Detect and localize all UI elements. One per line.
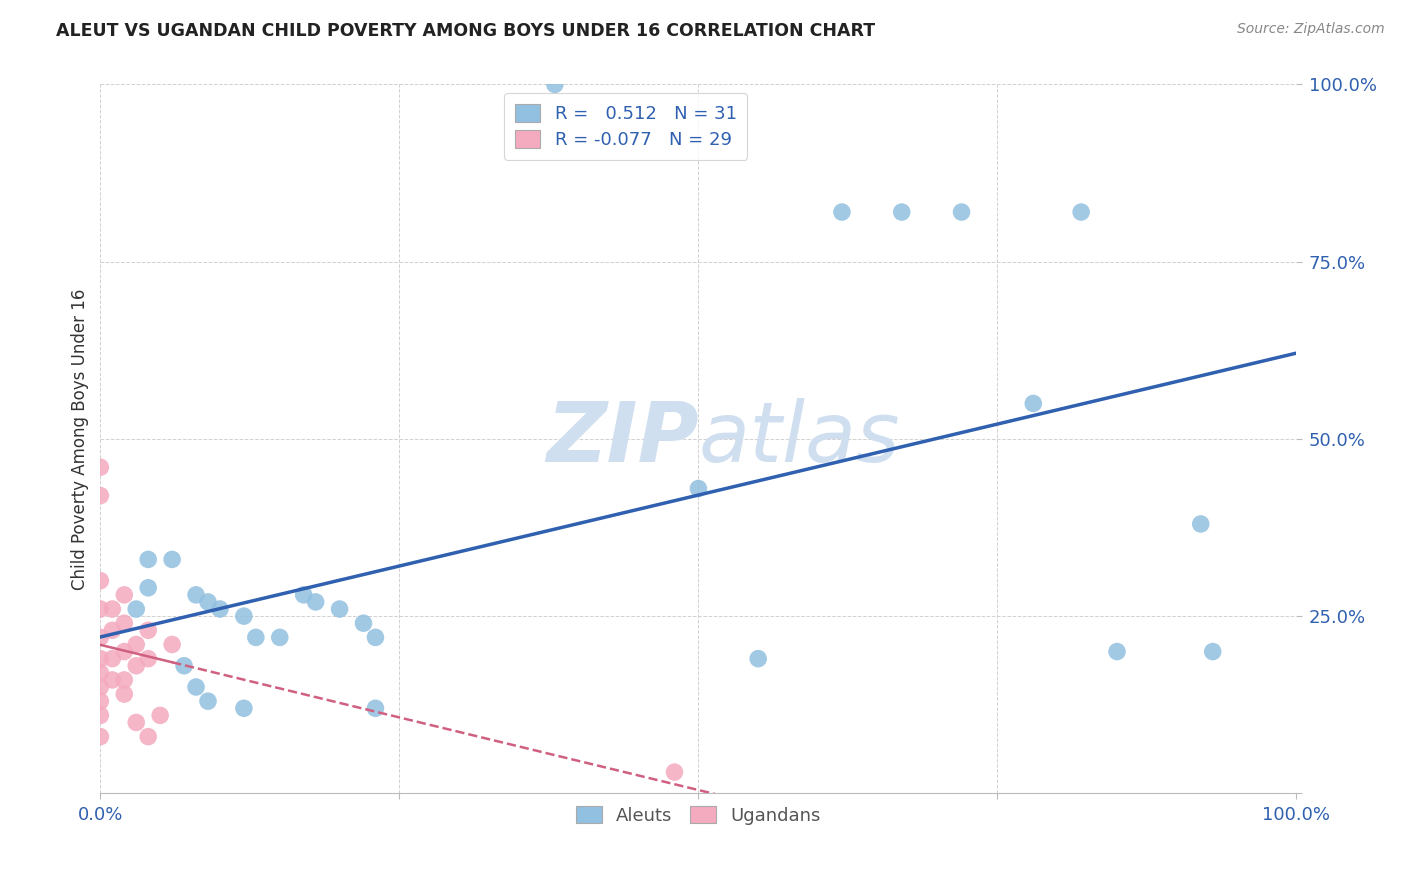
Point [101,651,124,665]
Point [101,602,124,616]
Point [89,730,111,744]
Point [1022,396,1045,410]
Text: ALEUT VS UGANDAN CHILD POVERTY AMONG BOYS UNDER 16 CORRELATION CHART: ALEUT VS UGANDAN CHILD POVERTY AMONG BOY… [56,22,876,40]
Y-axis label: Child Poverty Among Boys Under 16: Child Poverty Among Boys Under 16 [72,288,89,590]
Point [125,658,148,673]
Point [89,708,111,723]
Point [149,708,172,723]
Point [136,581,159,595]
Point [136,552,159,566]
Point [89,460,111,475]
Point [197,595,219,609]
Point [160,638,183,652]
Point [329,602,352,616]
Point [1189,516,1212,531]
Point [544,78,567,92]
Point [125,715,148,730]
Point [305,595,328,609]
Point [112,687,135,701]
Point [101,673,124,687]
Point [136,624,159,638]
Point [89,574,111,588]
Point [160,552,183,566]
Point [125,602,148,616]
Point [688,482,710,496]
Point [89,489,111,503]
Point [197,694,219,708]
Point [125,638,148,652]
Point [184,680,207,694]
Point [1070,205,1092,219]
Point [136,730,159,744]
Point [136,651,159,665]
Point [232,609,254,624]
Text: ZIP: ZIP [546,399,699,479]
Point [364,631,387,645]
Point [89,680,111,694]
Point [89,602,111,616]
Point [747,651,769,665]
Point [831,205,853,219]
Legend: Aleuts, Ugandans: Aleuts, Ugandans [567,797,830,834]
Point [1202,644,1225,658]
Text: Source: ZipAtlas.com: Source: ZipAtlas.com [1237,22,1385,37]
Point [184,588,207,602]
Point [292,588,315,602]
Point [89,651,111,665]
Point [112,616,135,631]
Point [245,631,267,645]
Point [112,588,135,602]
Text: atlas: atlas [699,399,900,479]
Point [232,701,254,715]
Point [1105,644,1128,658]
Point [364,701,387,715]
Point [208,602,231,616]
Point [89,631,111,645]
Point [112,644,135,658]
Point [950,205,973,219]
Point [269,631,291,645]
Point [101,624,124,638]
Point [664,765,686,780]
Point [353,616,375,631]
Point [173,658,195,673]
Point [112,673,135,687]
Point [890,205,912,219]
Point [89,665,111,680]
Point [89,694,111,708]
